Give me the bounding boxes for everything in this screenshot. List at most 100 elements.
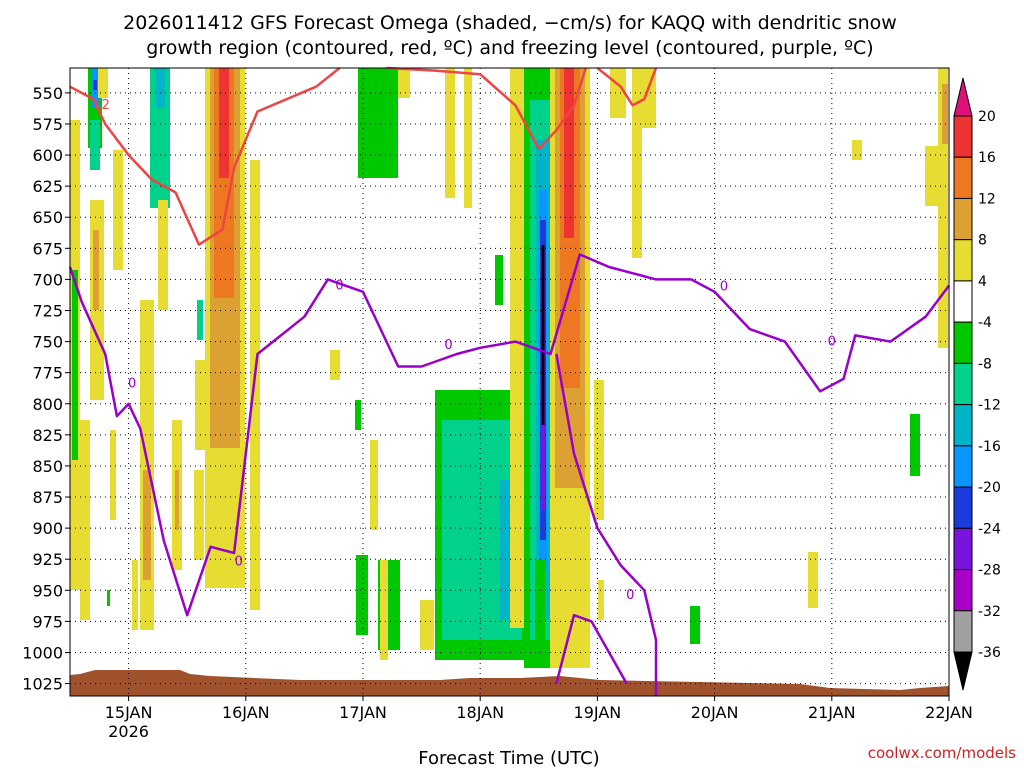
plot-frame [69,67,950,697]
omega-cell-rising-weak [398,68,410,98]
colorbar-label: -32 [978,604,1001,620]
x-tick-label: 22JAN [925,703,973,722]
freezing-contour-label: 0 [128,377,136,392]
omega-cell-sinking-weak [358,68,398,178]
dgz-contour-line [596,67,658,107]
omega-cell-rising-weak [380,560,388,660]
colorbar-bin [953,197,973,241]
colorbar-label: -28 [978,563,1001,579]
omega-cell-sinking-moderate [90,120,100,170]
y-tick-label: 900 [32,519,63,538]
freezing-contour-label: 0 [720,280,728,295]
y-tick-label: 825 [32,426,63,445]
omega-cell-rising-weak [370,440,378,530]
colorbar-bin [953,486,973,529]
freezing-level-contour-line [555,613,628,685]
omega-cell-sinking-strong [93,80,97,90]
omega-cell-rising-weak [925,146,941,206]
omega-cell-rising-weak [330,350,340,380]
colorbar-bin [953,280,973,323]
omega-cell-rising-very-strong [564,68,574,238]
omega-cell-rising-weak [642,68,656,128]
omega-cell-rising-weak [80,420,90,620]
omega-cell-rising-weak [194,470,204,560]
y-tick-label: 725 [32,301,63,320]
omega-cell-sinking-weak [107,590,110,606]
chart-title-line-2: growth region (contoured, red, ºC) and f… [146,37,873,59]
colorbar-label: 16 [978,150,996,166]
y-tick-label: 850 [32,457,63,476]
colorbar-bin [953,610,973,653]
omega-cell-rising-weak [110,430,116,520]
y-axis: 550 575 600 625 650 675 700 725 750 775 800 825 850 8… [22,84,70,694]
y-tick-label: 575 [32,115,63,134]
y-tick-label: 950 [32,581,63,600]
x-tick-label: 20JAN [691,703,739,722]
omega-cell-rising-weak [510,68,526,628]
colorbar-bin [953,362,973,406]
omega-cell-rising-weak [132,560,138,630]
omega-cell-sinking-weak [355,400,361,430]
x-tick-label: 16JAN [222,703,270,722]
omega-cell-sinking-weak [535,560,545,640]
freezing-contour-label: 0 [335,278,343,293]
x-tick-year-label: 2026 [108,722,149,741]
omega-cell-rising-weak [632,68,642,258]
y-tick-label: 700 [32,270,63,289]
colorbar-label: -4 [978,315,992,331]
colorbar-label: 8 [978,233,987,249]
omega-cell-rising-weak [98,68,108,98]
y-tick-label: 675 [32,239,63,258]
colorbar-bin-bottom [953,651,973,691]
y-tick-label: 600 [32,146,63,165]
colorbar-label: -20 [978,480,1001,496]
y-tick-label: 550 [32,84,63,103]
omega-cell-rising-weak [195,360,205,450]
y-tick-label: 975 [32,612,63,631]
omega-cell-rising-weak [113,150,123,270]
contours-layer: -12 0 0 0 0 0 0 0 [68,66,950,696]
omega-cell-sinking-moderate [197,300,203,340]
y-tick-label: 775 [32,364,63,383]
y-tick-label: 650 [32,208,63,227]
y-tick-label: 1025 [22,675,63,694]
omega-cell-rising-weak [445,68,455,198]
freezing-contour-label: 0 [626,588,634,603]
x-tick-label: 18JAN [456,703,504,722]
freezing-contour-label: 0 [444,338,452,353]
omega-cell-rising-very-strong [219,68,229,178]
colorbar-label: -24 [978,521,1001,537]
colorbar-bin [953,115,973,158]
omega-cell-rising-moderate [93,230,99,310]
dgz-contour-label: -12 [89,98,110,113]
omega-cell-sinking-weak [356,555,368,635]
y-tick-label: 1000 [22,643,63,662]
colorbar-bin [953,156,973,199]
x-tick-label: 15JAN [105,703,153,722]
colorbar-label: -36 [978,645,1001,661]
surface-terrain [70,670,949,696]
omega-cell-sinking-weak [72,270,78,460]
omega-cell-rising-weak [938,68,948,348]
x-tick-label: 19JAN [574,703,622,722]
colorbar-bin-top [953,77,973,117]
colorbar-label: 20 [978,109,996,125]
x-tick-label: 21JAN [808,703,856,722]
omega-cell-rising-weak [464,68,472,208]
omega-cell-rising-weak [852,140,862,160]
colorbar-bin [953,321,973,364]
x-axis-label: Forecast Time (UTC) [418,748,599,768]
freezing-level-contour-line [68,253,950,617]
dgz-contour-line [386,66,587,151]
x-tick-label: 17JAN [339,703,387,722]
omega-cell-rising-moderate [143,470,151,580]
freezing-contour-label: 0 [828,334,836,349]
omega-cell-sinking-weak [495,255,503,305]
credit-link[interactable]: coolwx.com/models [868,744,1016,762]
colorbar-bin [953,527,973,571]
omega-cell-sinking-weak [690,606,700,644]
colorbar-label: 4 [978,274,987,290]
omega-cell-sinking-moderate [155,68,165,108]
omega-cell-sinking-weak [910,414,920,476]
